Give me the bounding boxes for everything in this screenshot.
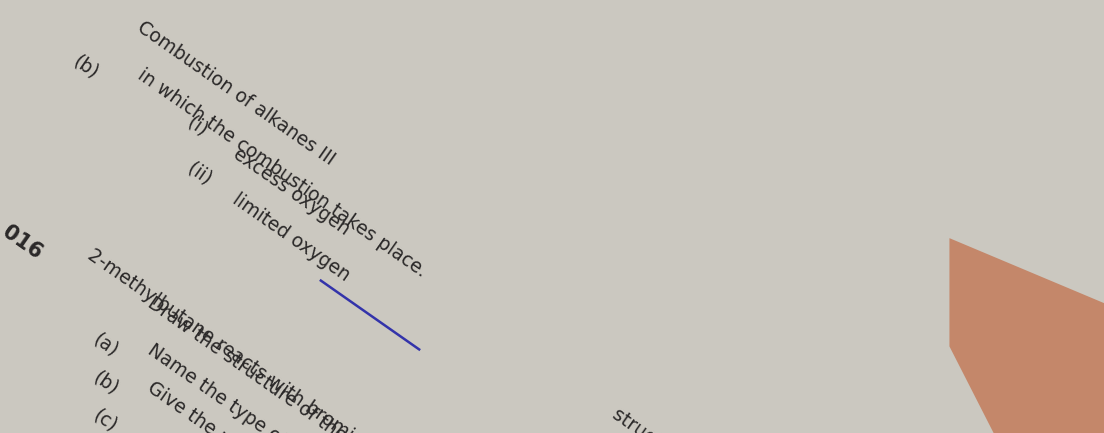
Text: (b): (b) (89, 368, 121, 399)
Text: Name the type of reaction.: Name the type of reaction. (145, 340, 362, 433)
Text: (ii)     limited oxygen: (ii) limited oxygen (184, 158, 353, 284)
Text: (i)      excess oxygen: (i) excess oxygen (184, 112, 353, 239)
Text: 016: 016 (0, 222, 45, 263)
Polygon shape (949, 238, 1104, 433)
Text: Combustion of alkanes III: Combustion of alkanes III (134, 18, 339, 169)
Text: 2-methylbutane reacts with bromine in the presence of UV light to give a monobro: 2-methylbutane reacts with bromine in th… (84, 245, 863, 433)
Text: Draw the structure of the major product formed.: Draw the structure of the major product … (145, 293, 528, 433)
Text: Give the reaction mechanism for (a).: Give the reaction mechanism for (a). (145, 378, 438, 433)
Text: structural isomers of hexane. Is the: structural isomers of hexane. Is the (609, 405, 893, 433)
Text: (c): (c) (89, 406, 120, 433)
Text: in which the combustion takes place.: in which the combustion takes place. (134, 65, 431, 281)
Text: (a): (a) (89, 330, 121, 361)
Text: (b): (b) (70, 52, 102, 83)
